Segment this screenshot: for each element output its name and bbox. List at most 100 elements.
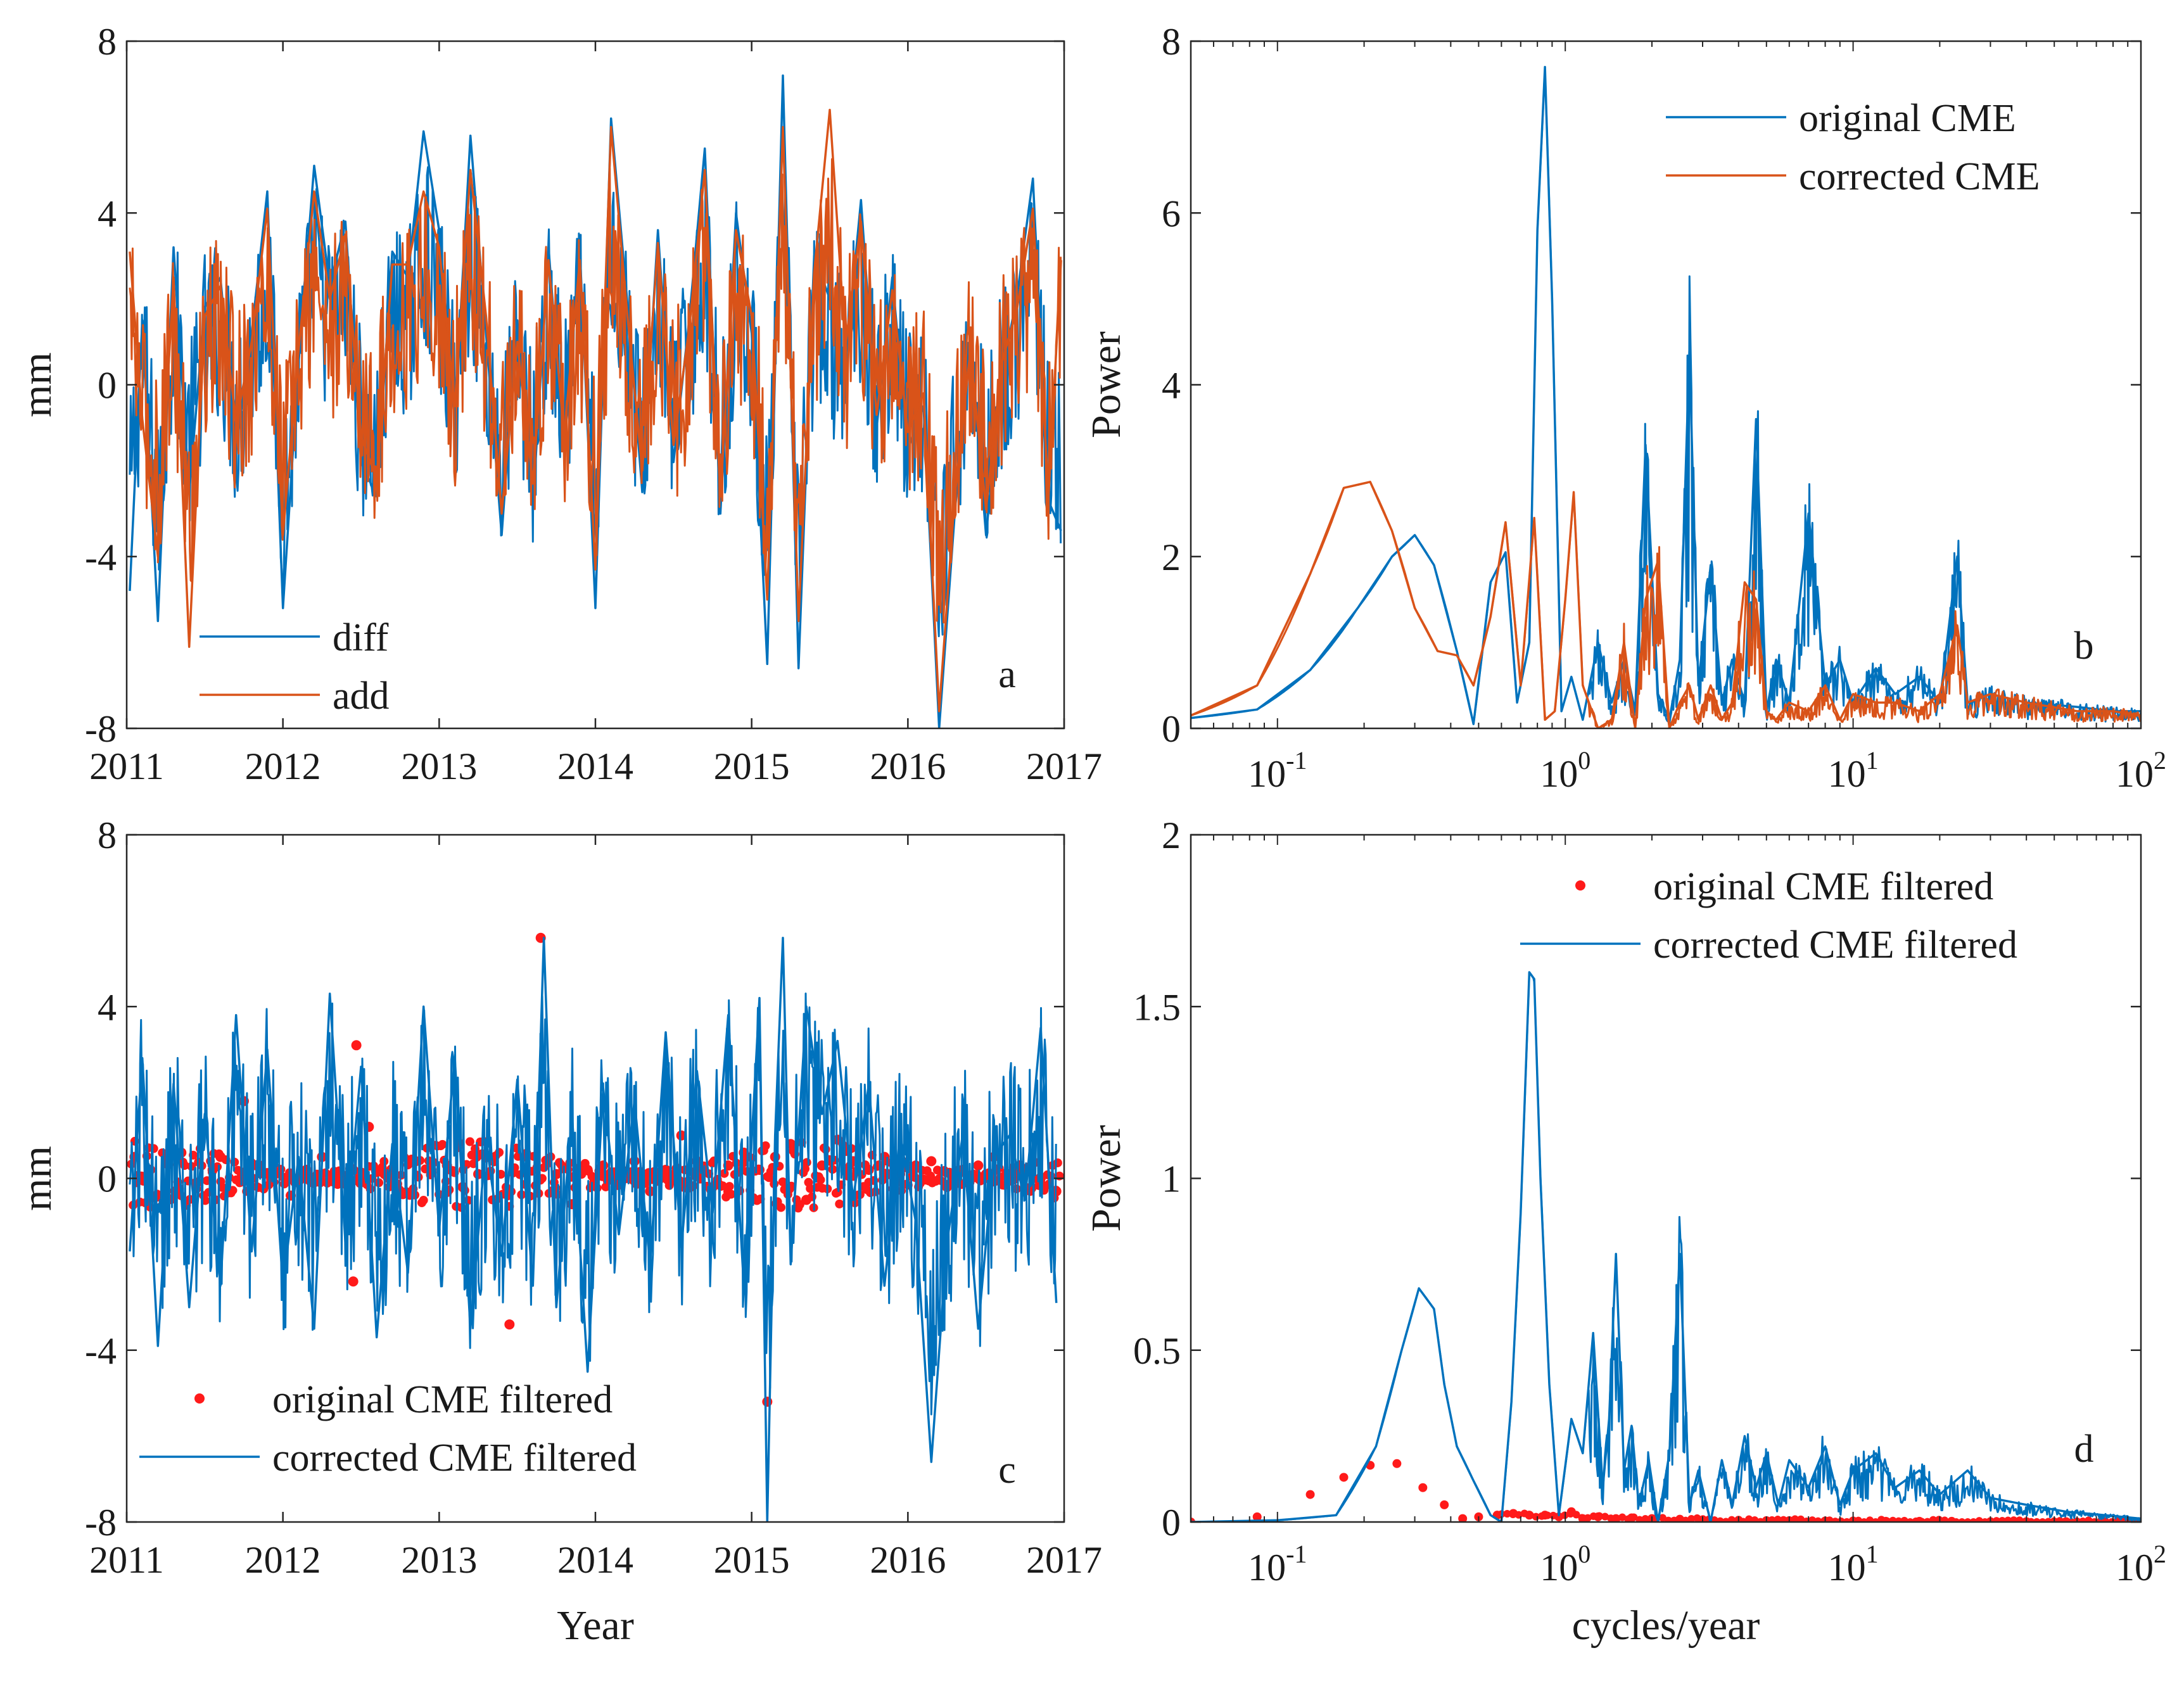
data-point bbox=[801, 1195, 811, 1205]
y-axis-label: Power bbox=[1083, 331, 1129, 438]
texture-dot bbox=[816, 1176, 825, 1184]
x-tick-label: 2012 bbox=[245, 745, 321, 787]
data-point bbox=[1627, 1513, 1636, 1522]
legend: original CME filtered corrected CME filte… bbox=[1520, 865, 2017, 967]
y-tick-label: 4 bbox=[98, 193, 117, 234]
y-axis-label: mm bbox=[14, 1146, 60, 1211]
x-tick-label: 2015 bbox=[714, 1539, 790, 1581]
texture-dot bbox=[835, 1200, 844, 1208]
panel-a: -8-40482011 2012 2013 2014 2015 2016 2017mmadi… bbox=[14, 21, 1102, 787]
data-point bbox=[1594, 1512, 1603, 1521]
x-tick-label: 101 bbox=[1828, 1540, 1879, 1588]
legend-label: diff bbox=[333, 616, 389, 659]
panel-label: b bbox=[2074, 625, 2094, 668]
legend: diff add bbox=[200, 616, 390, 718]
x-tick-label: 2011 bbox=[89, 1539, 164, 1581]
data-point bbox=[1392, 1459, 1401, 1468]
data-point bbox=[1340, 1473, 1349, 1481]
y-tick-label: 0 bbox=[1162, 1502, 1181, 1544]
data-point bbox=[1509, 1509, 1518, 1518]
data-point bbox=[1418, 1483, 1427, 1492]
data-point bbox=[926, 1156, 936, 1166]
legend-label: corrected CME filtered bbox=[1653, 923, 2017, 967]
x-tick-label: 101 bbox=[1828, 746, 1879, 795]
x-axis-label: cycles/year bbox=[1572, 1602, 1760, 1649]
legend-label: original CME bbox=[1799, 97, 2016, 140]
series-line bbox=[1191, 972, 2141, 1522]
y-tick-label: 0 bbox=[1162, 708, 1181, 750]
legend: original CME filtered corrected CME filte… bbox=[139, 1378, 637, 1480]
y-tick-label: 2 bbox=[1162, 815, 1181, 856]
y-axis-label: mm bbox=[14, 352, 60, 417]
data-point bbox=[1306, 1490, 1315, 1499]
texture-dot bbox=[419, 1196, 428, 1205]
y-tick-label: 4 bbox=[1162, 365, 1181, 407]
y-tick-label: 6 bbox=[1162, 193, 1181, 234]
data-point bbox=[583, 1165, 593, 1175]
x-tick-label: 2016 bbox=[870, 1539, 946, 1581]
y-tick-label: -4 bbox=[85, 1330, 117, 1372]
y-tick-label: 4 bbox=[98, 986, 117, 1028]
x-tick-label: 10-1 bbox=[1248, 1540, 1307, 1588]
y-tick-label: 1 bbox=[1162, 1158, 1181, 1200]
legend-label: corrected CME filtered bbox=[272, 1436, 637, 1480]
y-tick-label: 0 bbox=[98, 365, 117, 407]
data-point bbox=[1540, 1511, 1549, 1519]
y-tick-label: 8 bbox=[98, 21, 117, 63]
series-corrected-cme bbox=[1191, 482, 2141, 728]
x-tick-label: 2015 bbox=[714, 745, 790, 787]
data-point bbox=[973, 1160, 983, 1170]
legend-marker bbox=[1575, 880, 1585, 891]
legend-marker bbox=[194, 1393, 205, 1404]
data-point bbox=[215, 1152, 225, 1162]
y-tick-label: 8 bbox=[1162, 21, 1181, 63]
panel-b: 0246810-1 100 101 102Powerboriginal CMEcorr… bbox=[1083, 21, 2166, 795]
data-point bbox=[504, 1319, 514, 1329]
y-tick-label: 1.5 bbox=[1133, 986, 1181, 1028]
texture-dot bbox=[803, 1158, 811, 1167]
x-tick-label: 2014 bbox=[557, 1539, 633, 1581]
texture-dot bbox=[1053, 1158, 1062, 1167]
x-tick-label: 2013 bbox=[401, 1539, 477, 1581]
x-tick-label: 100 bbox=[1540, 1540, 1590, 1588]
plot-area bbox=[1186, 972, 2145, 1526]
series-corrected-cme-filtered bbox=[130, 938, 1057, 1522]
x-tick-label: 2017 bbox=[1026, 745, 1102, 787]
data-point bbox=[864, 1165, 874, 1175]
panel-label: d bbox=[2074, 1428, 2094, 1471]
x-tick-label: 2013 bbox=[401, 745, 477, 787]
data-point bbox=[352, 1040, 362, 1050]
legend: original CME corrected CME bbox=[1666, 97, 2040, 198]
data-point bbox=[348, 1276, 359, 1286]
panel-c: -8 -4 0 4 8 2011 2012 2013 2014 2015 2016 2017 mm Yea… bbox=[14, 815, 1102, 1649]
y-tick-label: 0 bbox=[98, 1158, 117, 1200]
data-point bbox=[942, 1182, 952, 1192]
panel-d: 0 0.5 1 1.5 2 10-1 100 101 102 Power cycles/year d o… bbox=[1083, 815, 2166, 1649]
legend-label: add bbox=[333, 675, 390, 718]
panel-label: a bbox=[998, 653, 1016, 696]
plot-area bbox=[127, 933, 1063, 1522]
y-tick-label: -4 bbox=[85, 536, 117, 578]
texture-dot bbox=[149, 1144, 158, 1153]
legend-label: corrected CME bbox=[1799, 155, 2040, 198]
legend-label: original CME filtered bbox=[1653, 865, 1993, 908]
y-tick-label: 2 bbox=[1162, 536, 1181, 578]
series-add bbox=[130, 110, 1061, 711]
data-point bbox=[1525, 1511, 1533, 1519]
legend-label: original CME filtered bbox=[272, 1378, 613, 1421]
series-corrected-cme-filtered bbox=[1191, 972, 2141, 1522]
x-tick-label: 2017 bbox=[1026, 1539, 1102, 1581]
series-texture-line bbox=[1191, 973, 2141, 1522]
data-point bbox=[1440, 1500, 1449, 1509]
axes-box bbox=[1191, 41, 2141, 728]
texture-dot bbox=[466, 1138, 474, 1146]
x-axis-label: Year bbox=[557, 1602, 634, 1649]
y-tick-label: 8 bbox=[98, 815, 117, 856]
y-tick-label: -8 bbox=[85, 708, 117, 750]
x-tick-label: 102 bbox=[2116, 746, 2166, 795]
y-axis-label: Power bbox=[1083, 1125, 1129, 1232]
data-point bbox=[1567, 1507, 1576, 1516]
panel-label: c bbox=[998, 1449, 1016, 1492]
x-tick-label: 100 bbox=[1540, 746, 1590, 795]
x-tick-label: 102 bbox=[2116, 1540, 2166, 1588]
